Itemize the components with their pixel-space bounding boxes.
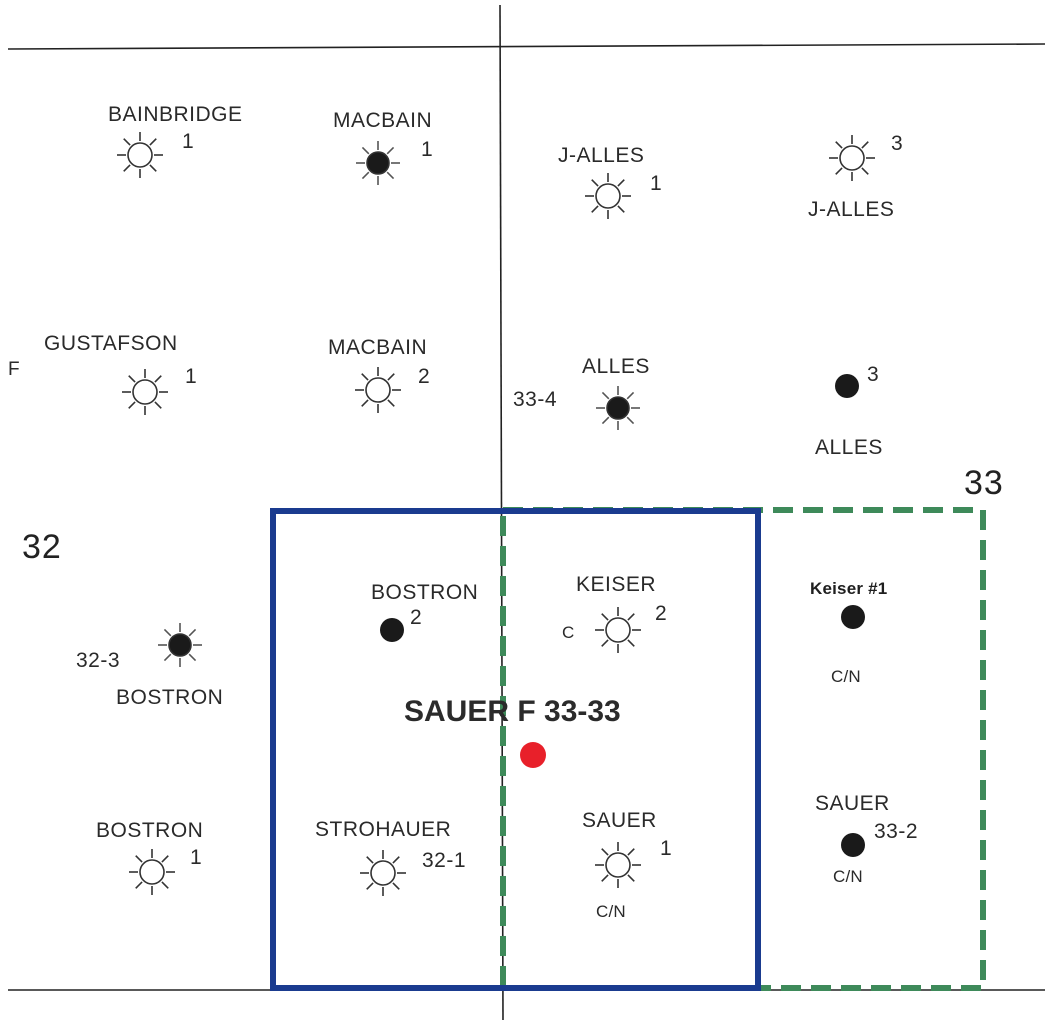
well-name-bostron-32-3: BOSTRON	[116, 686, 224, 709]
well-number-bostron-2: 2	[410, 606, 423, 629]
well-location-icon[interactable]	[380, 618, 404, 642]
well-name-bostron-2: BOSTRON	[371, 581, 479, 604]
well-number-bainbridge: 1	[182, 130, 195, 153]
well-number-sauer-1: 1	[660, 837, 673, 860]
well-location-icon[interactable]	[835, 374, 859, 398]
well-status-sauer-33-2: C/N	[833, 867, 863, 886]
well-name-keiser-1: Keiser #1	[810, 579, 888, 598]
well-number-macbain-1: 1	[421, 138, 434, 161]
dry-hole-icon[interactable]	[595, 607, 641, 653]
well-name-j-alles-3: J-ALLES	[808, 198, 895, 221]
well-number-keiser-2: 2	[655, 602, 668, 625]
well-location-icon[interactable]	[841, 833, 865, 857]
well-number-gustafson: 1	[185, 365, 198, 388]
blue-spacing-unit	[270, 508, 761, 991]
oil-well-icon[interactable]	[356, 141, 400, 185]
green-spacing-unit	[500, 507, 986, 991]
section-33-label: 33	[964, 464, 1004, 502]
well-number-strohauer: 32-1	[422, 849, 467, 872]
oil-well-icon[interactable]	[158, 623, 202, 667]
well-name-gustafson: GUSTAFSON	[44, 332, 178, 355]
dry-hole-icon[interactable]	[117, 132, 163, 178]
section-line-north	[7, 43, 1045, 50]
edge-label: F	[8, 359, 21, 380]
map-title: SAUER F 33-33	[404, 695, 621, 728]
well-number-bostron-1: 1	[190, 846, 203, 869]
well-number-j-alles-3: 3	[891, 132, 904, 155]
well-name-macbain-2: MACBAIN	[328, 336, 428, 359]
well-name-strohauer: STROHAUER	[315, 818, 452, 841]
well-name-sauer-33-2: SAUER	[815, 792, 890, 815]
section-32-label: 32	[22, 528, 62, 566]
well-name-j-alles-1: J-ALLES	[558, 144, 645, 167]
oil-well-icon[interactable]	[596, 386, 640, 430]
dry-hole-icon[interactable]	[122, 369, 168, 415]
well-name-bostron-1: BOSTRON	[96, 819, 204, 842]
dry-hole-icon[interactable]	[595, 842, 641, 888]
well-number-j-alles-1: 1	[650, 172, 663, 195]
well-number-alles-33-4: 33-4	[513, 388, 558, 411]
dry-hole-icon[interactable]	[355, 367, 401, 413]
dry-hole-icon[interactable]	[829, 135, 875, 181]
well-name-sauer-1: SAUER	[582, 809, 657, 832]
proposed-location-icon[interactable]	[520, 742, 546, 768]
well-number-sauer-33-2: 33-2	[874, 820, 919, 843]
well-number-macbain-2: 2	[418, 365, 431, 388]
well-name-alles-33-4: ALLES	[582, 355, 650, 378]
dry-hole-icon[interactable]	[360, 850, 406, 896]
dry-hole-icon[interactable]	[129, 849, 175, 895]
well-location-icon[interactable]	[841, 605, 865, 629]
well-status-sauer-1: C/N	[596, 902, 626, 921]
well-name-bainbridge: BAINBRIDGE	[108, 103, 243, 126]
well-name-macbain-1: MACBAIN	[333, 109, 433, 132]
well-prefix-keiser-2: C	[562, 623, 575, 642]
well-status-keiser-1: C/N	[831, 667, 861, 686]
well-name-alles-3: ALLES	[815, 436, 883, 459]
well-number-alles-3: 3	[867, 363, 880, 386]
well-number-bostron-32-3: 32-3	[76, 649, 121, 672]
well-name-keiser-2: KEISER	[576, 573, 657, 596]
dry-hole-icon[interactable]	[585, 173, 631, 219]
